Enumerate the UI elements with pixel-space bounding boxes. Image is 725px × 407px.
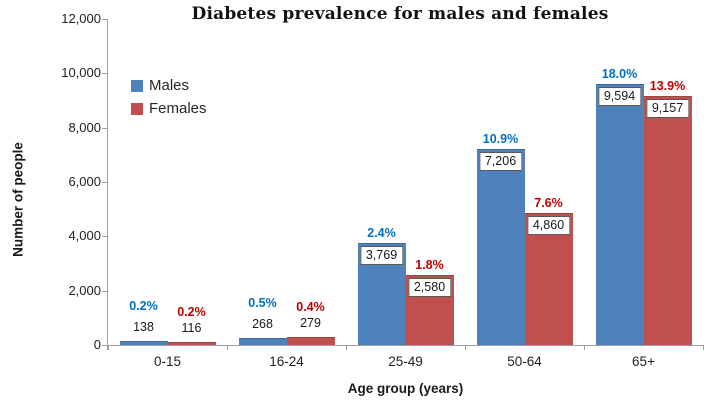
x-tick <box>227 345 228 350</box>
y-tick <box>102 236 107 238</box>
y-tick <box>102 345 107 346</box>
y-tick-label: 2,000 <box>68 282 101 298</box>
percent-label: 18.0% <box>601 67 638 82</box>
value-label: 4,860 <box>526 215 571 235</box>
legend-item-females: Females <box>131 97 207 120</box>
value-label: 116 <box>181 320 202 335</box>
x-tick <box>108 345 109 350</box>
percent-label: 0.5% <box>248 295 277 310</box>
x-tick <box>703 345 704 350</box>
legend-swatch-females <box>131 102 143 115</box>
bar-males-65+ <box>595 84 644 345</box>
value-label: 2,580 <box>407 277 452 297</box>
y-axis-line <box>107 19 108 350</box>
value-label: 279 <box>300 316 321 331</box>
bar-females-50-64 <box>524 212 573 345</box>
y-tick <box>102 182 107 183</box>
x-tick <box>584 345 585 350</box>
y-tick <box>102 127 107 129</box>
x-axis-title: Age group (years) <box>347 381 464 396</box>
category-label: 25-49 <box>388 354 423 369</box>
category-label: 65+ <box>632 354 655 369</box>
y-tick-label: 10,000 <box>61 65 101 81</box>
bar-females-0-15 <box>167 341 216 345</box>
percent-label: 13.9% <box>649 79 686 94</box>
y-tick-label: 8,000 <box>68 119 101 135</box>
legend: Males Females <box>131 74 207 120</box>
bar-males-0-15 <box>119 341 168 345</box>
bar-males-50-64 <box>476 149 525 345</box>
value-label: 3,769 <box>359 245 404 265</box>
y-tick <box>102 290 107 292</box>
bar-males-16-24 <box>238 337 287 345</box>
percent-label: 0.2% <box>129 299 158 314</box>
value-label: 9,157 <box>645 99 690 119</box>
bar-females-65+ <box>643 96 692 345</box>
y-tick-label: 0 <box>93 337 101 352</box>
legend-swatch-males <box>131 79 143 92</box>
category-label: 16-24 <box>269 354 304 369</box>
value-label: 138 <box>133 320 154 335</box>
legend-label-females: Females <box>149 100 207 117</box>
percent-label: 0.2% <box>177 304 206 319</box>
x-tick <box>346 345 347 350</box>
value-label: 268 <box>252 316 273 331</box>
percent-label: 0.4% <box>296 300 325 315</box>
category-label: 0-15 <box>153 354 182 369</box>
value-label: 9,594 <box>597 87 642 107</box>
y-tick <box>102 73 107 75</box>
percent-label: 10.9% <box>482 132 519 147</box>
legend-item-males: Males <box>131 74 207 97</box>
x-tick <box>465 345 466 350</box>
value-label: 7,206 <box>478 152 523 172</box>
x-axis-line <box>107 345 703 346</box>
chart-title: Diabetes prevalence for males and female… <box>191 4 609 24</box>
legend-label-males: Males <box>149 77 190 94</box>
percent-label: 1.8% <box>415 257 444 272</box>
percent-label: 2.4% <box>367 225 396 240</box>
bar-females-16-24 <box>286 337 335 345</box>
y-tick-label: 12,000 <box>61 11 101 26</box>
y-tick-label: 4,000 <box>68 228 101 244</box>
category-label: 50-64 <box>507 354 542 369</box>
y-tick-label: 6,000 <box>68 174 101 189</box>
y-tick <box>102 19 107 20</box>
percent-label: 7.6% <box>534 195 563 210</box>
